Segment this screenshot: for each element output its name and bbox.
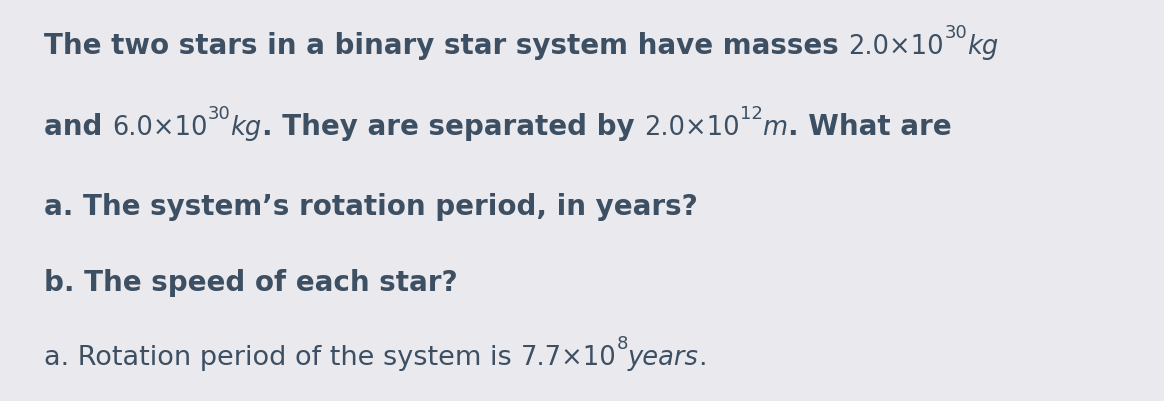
Text: The two stars in a binary star system have masses: The two stars in a binary star system ha…	[44, 32, 849, 60]
Text: 7.7×10: 7.7×10	[520, 344, 617, 370]
Text: m: m	[762, 114, 788, 140]
Text: 2.0×10: 2.0×10	[849, 34, 944, 60]
Text: 30: 30	[944, 24, 967, 42]
Text: kg: kg	[967, 34, 999, 60]
Text: 2.0×10: 2.0×10	[644, 114, 739, 140]
Text: 8: 8	[617, 334, 627, 352]
Text: 30: 30	[207, 104, 230, 122]
Text: . They are separated by: . They are separated by	[262, 112, 644, 140]
Text: .: .	[698, 344, 707, 370]
Text: b. The speed of each star?: b. The speed of each star?	[44, 269, 457, 297]
Text: kg: kg	[230, 114, 262, 140]
Text: years: years	[627, 344, 698, 370]
Text: . What are: . What are	[788, 112, 951, 140]
Text: 12: 12	[739, 104, 762, 122]
Text: and: and	[44, 112, 112, 140]
Text: 6.0×10: 6.0×10	[112, 114, 207, 140]
Text: a. The system’s rotation period, in years?: a. The system’s rotation period, in year…	[44, 192, 698, 221]
Text: a. Rotation period of the system is: a. Rotation period of the system is	[44, 344, 520, 370]
